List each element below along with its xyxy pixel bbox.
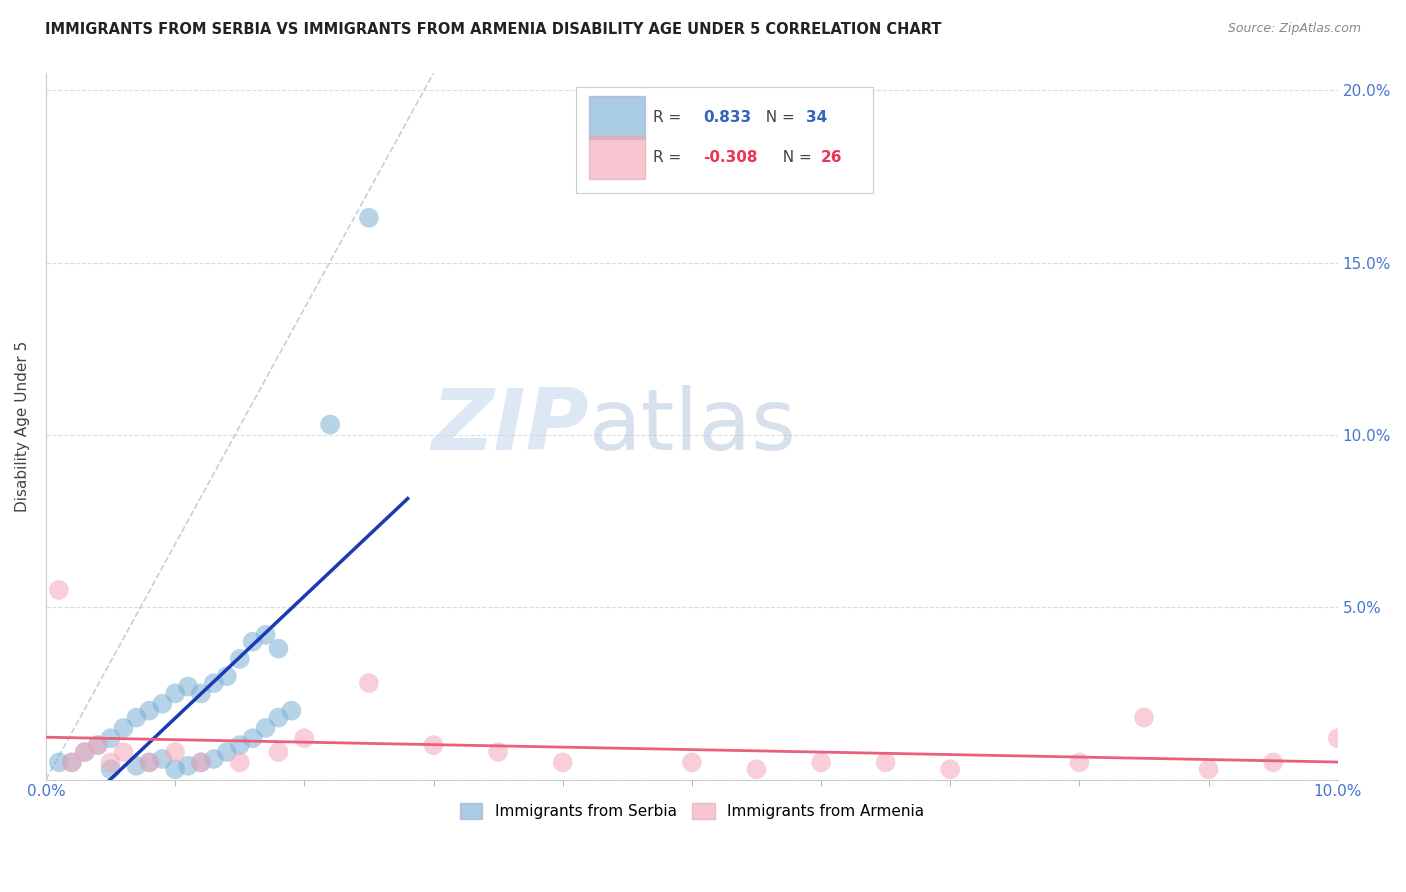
Point: [73, 745, 96, 759]
Text: atlas: atlas: [589, 384, 797, 467]
Point: [1198, 762, 1220, 776]
Point: [73, 745, 96, 759]
Y-axis label: Disability Age Under 5: Disability Age Under 5: [15, 341, 30, 512]
Point: [1326, 731, 1348, 746]
Point: [215, 669, 238, 683]
Point: [267, 745, 290, 759]
Point: [165, 745, 187, 759]
Point: [267, 641, 290, 656]
Point: [150, 697, 173, 711]
Point: [190, 686, 212, 700]
FancyBboxPatch shape: [575, 87, 873, 193]
Point: [138, 756, 160, 770]
Point: [190, 756, 212, 770]
Point: [150, 752, 173, 766]
Point: [190, 756, 212, 770]
Point: [125, 710, 148, 724]
Point: [319, 417, 342, 432]
Point: [254, 628, 277, 642]
Point: [229, 738, 252, 752]
Point: [242, 634, 264, 648]
Point: [745, 762, 768, 776]
Text: -0.308: -0.308: [703, 150, 758, 165]
Point: [112, 721, 135, 735]
Point: [242, 731, 264, 746]
Point: [215, 745, 238, 759]
Legend: Immigrants from Serbia, Immigrants from Armenia: Immigrants from Serbia, Immigrants from …: [453, 797, 931, 825]
Point: [422, 738, 444, 752]
Point: [100, 756, 122, 770]
Point: [138, 704, 160, 718]
Point: [100, 762, 122, 776]
Point: [357, 676, 380, 690]
Point: [1069, 756, 1091, 770]
Point: [229, 652, 252, 666]
Point: [112, 745, 135, 759]
Text: IMMIGRANTS FROM SERBIA VS IMMIGRANTS FROM ARMENIA DISABILITY AGE UNDER 5 CORRELA: IMMIGRANTS FROM SERBIA VS IMMIGRANTS FRO…: [45, 22, 942, 37]
Point: [86, 738, 108, 752]
Point: [486, 745, 509, 759]
Point: [1133, 710, 1156, 724]
Point: [202, 676, 225, 690]
Point: [267, 710, 290, 724]
Point: [100, 731, 122, 746]
Point: [939, 762, 962, 776]
Point: [165, 762, 187, 776]
Point: [810, 756, 832, 770]
Text: N =: N =: [756, 110, 800, 125]
Text: 0.833: 0.833: [703, 110, 752, 125]
Point: [48, 582, 70, 597]
Point: [292, 731, 315, 746]
Point: [86, 738, 108, 752]
Text: R =: R =: [654, 110, 686, 125]
Point: [165, 686, 187, 700]
Text: ZIP: ZIP: [430, 384, 589, 467]
Text: 34: 34: [806, 110, 827, 125]
Point: [1263, 756, 1285, 770]
Point: [125, 759, 148, 773]
Point: [202, 752, 225, 766]
Point: [177, 680, 200, 694]
Text: Source: ZipAtlas.com: Source: ZipAtlas.com: [1227, 22, 1361, 36]
Point: [229, 756, 252, 770]
Point: [48, 756, 70, 770]
Text: N =: N =: [773, 150, 817, 165]
Point: [177, 759, 200, 773]
FancyBboxPatch shape: [589, 96, 645, 139]
Text: 26: 26: [821, 150, 842, 165]
FancyBboxPatch shape: [589, 136, 645, 179]
Text: R =: R =: [654, 150, 686, 165]
Point: [280, 704, 302, 718]
Point: [138, 756, 160, 770]
Point: [681, 756, 703, 770]
Point: [60, 756, 83, 770]
Point: [875, 756, 897, 770]
Point: [357, 211, 380, 225]
Point: [254, 721, 277, 735]
Point: [60, 756, 83, 770]
Point: [551, 756, 574, 770]
